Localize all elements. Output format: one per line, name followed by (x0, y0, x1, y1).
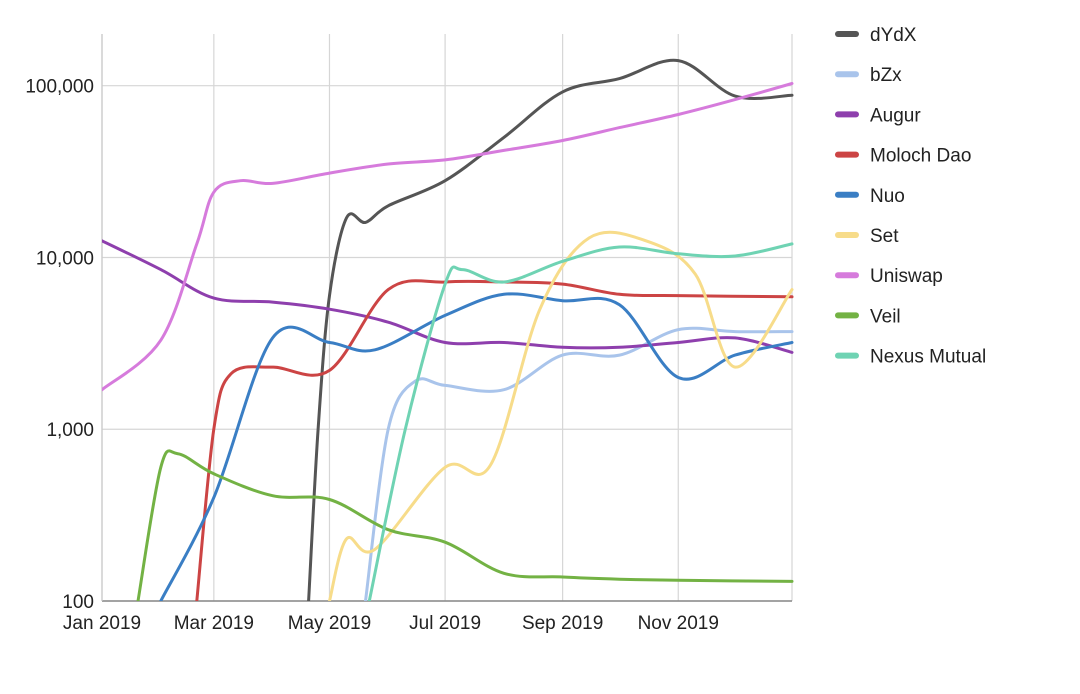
legend-label: Uniswap (870, 266, 943, 287)
y-tick-label: 1,000 (46, 420, 94, 441)
series-line-uniswap (102, 82, 794, 392)
x-tick-label: Jul 2019 (409, 613, 481, 634)
y-tick-label: 100 (62, 592, 94, 613)
legend-item-nexus-mutual: Nexus Mutual (835, 347, 986, 368)
legend: dYdX bZx Augur Moloch Dao Nuo Set Uniswap Veil N… (835, 25, 986, 368)
x-tick-label: Mar 2019 (174, 613, 254, 634)
y-tick-label: 10,000 (36, 248, 94, 269)
legend-item-augur: Augur (835, 105, 921, 126)
grid (101, 34, 793, 602)
series-line-nexus-mutual (367, 242, 794, 601)
x-tick-label: Nov 2019 (638, 613, 719, 634)
series-line-veil (136, 449, 794, 601)
legend-label: Moloch Dao (870, 146, 971, 167)
legend-item-moloch-dao: Moloch Dao (835, 146, 971, 167)
x-tick-label: Sep 2019 (522, 613, 603, 634)
legend-label: Set (870, 226, 899, 247)
y-tick-label: 100,000 (25, 77, 94, 98)
legend-label: Nexus Mutual (870, 347, 986, 368)
legend-item-set: Set (835, 226, 899, 247)
legend-item-bzx: bZx (835, 65, 902, 86)
legend-item-dydx: dYdX (835, 25, 917, 46)
series-line-set (328, 230, 794, 601)
series-line-dydx (307, 58, 794, 601)
legend-item-uniswap: Uniswap (835, 266, 943, 287)
series-line-augur (102, 239, 794, 354)
legend-item-nuo: Nuo (835, 186, 905, 207)
legend-label: Veil (870, 306, 901, 327)
legend-item-veil: Veil (835, 306, 901, 327)
axes: Jan 2019 Mar 2019 May 2019 Jul 2019 Sep 2019… (25, 34, 792, 634)
x-tick-label: May 2019 (288, 613, 371, 634)
series-line-nuo (159, 292, 794, 601)
series-line-moloch-dao (195, 279, 794, 601)
legend-label: Nuo (870, 186, 905, 207)
series-lines (102, 58, 794, 601)
series-line-bzx (364, 326, 794, 601)
x-tick-label: Jan 2019 (63, 613, 141, 634)
legend-label: Augur (870, 105, 921, 126)
legend-label: dYdX (870, 25, 917, 46)
legend-label: bZx (870, 65, 902, 86)
